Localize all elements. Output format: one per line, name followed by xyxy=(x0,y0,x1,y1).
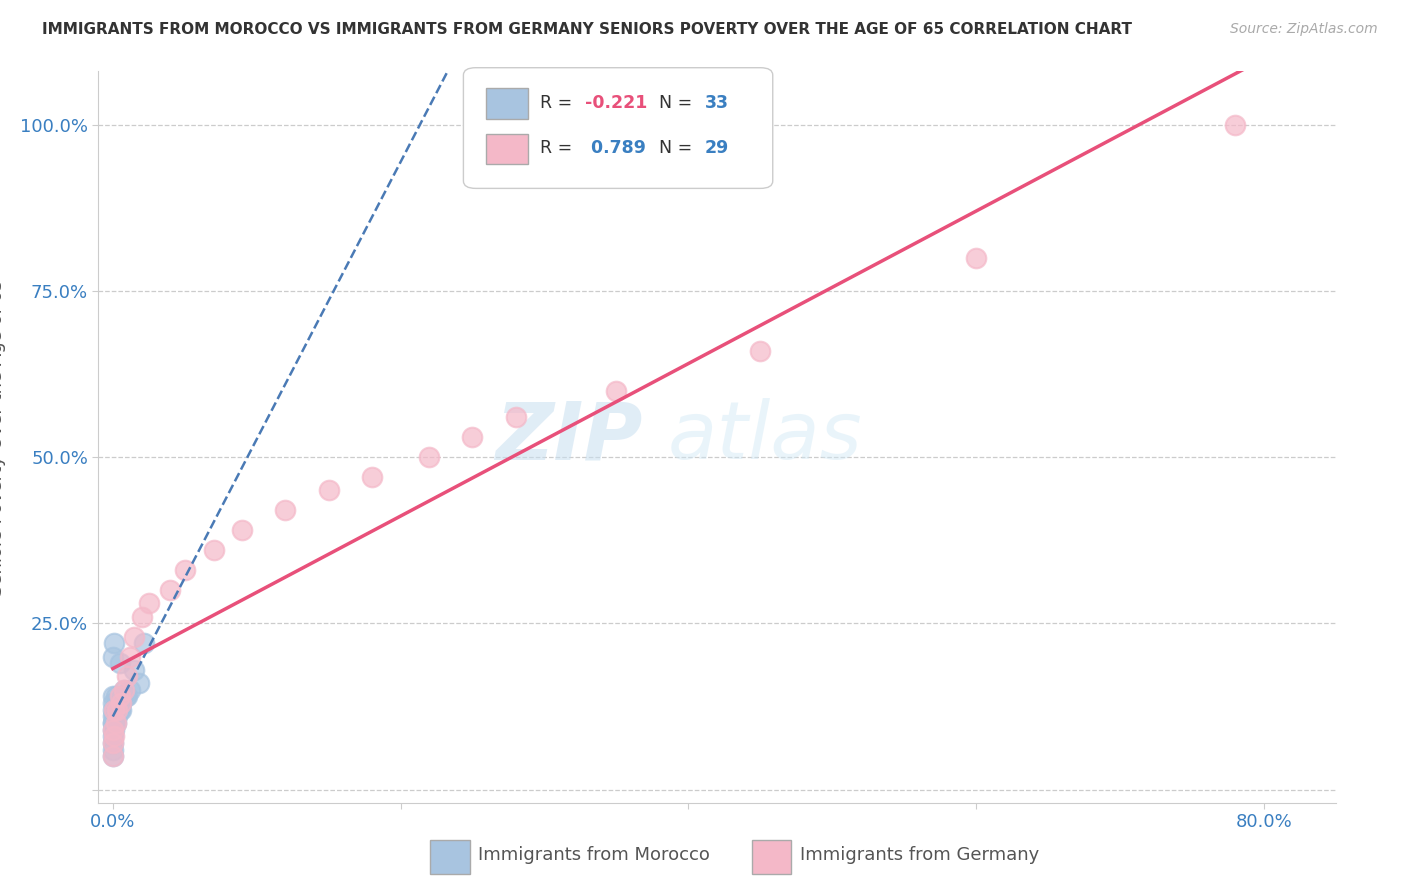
Point xyxy=(105,703,128,717)
Point xyxy=(101,736,124,750)
Point xyxy=(360,470,382,484)
Point xyxy=(505,410,527,425)
Point xyxy=(101,649,124,664)
Point xyxy=(101,703,124,717)
Point xyxy=(101,716,124,731)
Text: 0.789: 0.789 xyxy=(585,139,645,157)
Point xyxy=(108,703,131,717)
Point xyxy=(110,696,132,710)
Point xyxy=(103,709,125,723)
Point xyxy=(103,729,125,743)
Point xyxy=(605,384,627,398)
Point xyxy=(101,729,124,743)
Point xyxy=(108,690,131,704)
Text: Source: ZipAtlas.com: Source: ZipAtlas.com xyxy=(1230,22,1378,37)
Point xyxy=(318,483,340,498)
Point xyxy=(110,703,132,717)
Text: N =: N = xyxy=(659,94,697,112)
Point xyxy=(101,749,124,764)
Text: ZIP: ZIP xyxy=(495,398,643,476)
Point xyxy=(112,682,135,697)
Point xyxy=(105,709,128,723)
Point xyxy=(131,609,153,624)
FancyBboxPatch shape xyxy=(464,68,773,188)
Point xyxy=(138,596,160,610)
Point xyxy=(103,716,125,731)
Point xyxy=(124,630,146,644)
Point xyxy=(104,716,127,731)
Point xyxy=(124,663,146,677)
Text: atlas: atlas xyxy=(668,398,862,476)
Point xyxy=(101,736,124,750)
Point xyxy=(101,709,124,723)
Point xyxy=(120,649,142,664)
Point xyxy=(101,696,124,710)
Point xyxy=(101,742,124,756)
Text: N =: N = xyxy=(659,139,697,157)
Point xyxy=(104,690,127,704)
Point xyxy=(749,343,772,358)
Point xyxy=(101,723,124,737)
Point xyxy=(101,716,124,731)
Point xyxy=(274,503,297,517)
Point xyxy=(461,430,484,444)
Point xyxy=(128,676,150,690)
Point xyxy=(108,656,131,670)
Point xyxy=(159,582,181,597)
Text: Immigrants from Germany: Immigrants from Germany xyxy=(800,847,1039,864)
FancyBboxPatch shape xyxy=(430,840,470,874)
Point xyxy=(202,543,225,558)
Point xyxy=(107,703,129,717)
Point xyxy=(112,682,135,697)
Point xyxy=(103,703,125,717)
Point xyxy=(1223,118,1246,132)
Text: 33: 33 xyxy=(704,94,728,112)
Point xyxy=(114,690,136,704)
Point xyxy=(105,696,128,710)
Point xyxy=(101,749,124,764)
Point xyxy=(101,723,124,737)
Point xyxy=(115,690,138,704)
Point xyxy=(104,716,127,731)
Point xyxy=(231,523,253,537)
FancyBboxPatch shape xyxy=(485,134,527,164)
Point xyxy=(103,723,125,737)
Point xyxy=(111,690,134,704)
FancyBboxPatch shape xyxy=(752,840,792,874)
FancyBboxPatch shape xyxy=(485,88,527,119)
Point xyxy=(965,251,987,265)
Point xyxy=(173,563,195,577)
Y-axis label: Seniors Poverty Over the Age of 65: Seniors Poverty Over the Age of 65 xyxy=(0,278,6,596)
Point xyxy=(115,669,138,683)
Text: 29: 29 xyxy=(704,139,728,157)
Text: -0.221: -0.221 xyxy=(585,94,647,112)
Point xyxy=(103,636,125,650)
Text: IMMIGRANTS FROM MOROCCO VS IMMIGRANTS FROM GERMANY SENIORS POVERTY OVER THE AGE : IMMIGRANTS FROM MOROCCO VS IMMIGRANTS FR… xyxy=(42,22,1132,37)
Text: R =: R = xyxy=(540,94,578,112)
Point xyxy=(120,682,142,697)
Text: Immigrants from Morocco: Immigrants from Morocco xyxy=(478,847,710,864)
Point xyxy=(110,696,132,710)
Point xyxy=(101,690,124,704)
Point xyxy=(134,636,156,650)
Text: R =: R = xyxy=(540,139,578,157)
Point xyxy=(418,450,440,464)
